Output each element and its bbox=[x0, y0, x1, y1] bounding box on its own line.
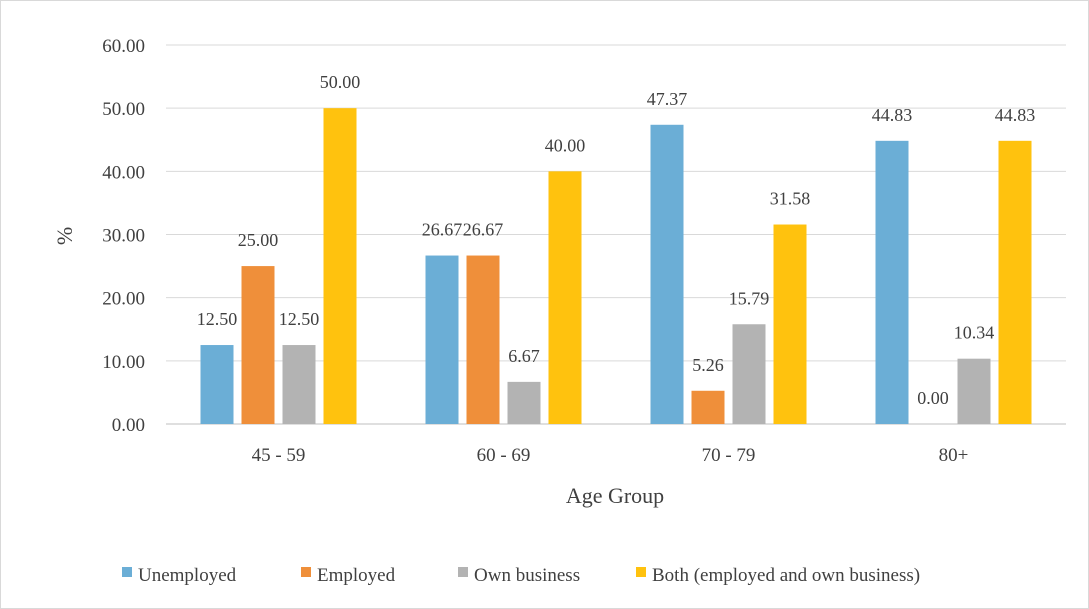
x-axis-title: Age Group bbox=[566, 483, 664, 508]
data-label: 0.00 bbox=[917, 388, 949, 408]
data-label: 15.79 bbox=[729, 288, 770, 308]
y-tick-label: 10.00 bbox=[102, 352, 145, 373]
bar bbox=[773, 224, 807, 424]
gridlines bbox=[166, 44, 1066, 425]
x-tick-label: 70 - 79 bbox=[702, 445, 756, 466]
bar bbox=[323, 108, 357, 425]
data-label: 40.00 bbox=[545, 135, 586, 155]
y-tick-label: 60.00 bbox=[102, 36, 145, 57]
data-label: 31.58 bbox=[770, 189, 811, 209]
data-label: 26.67 bbox=[463, 220, 504, 240]
legend-label: Unemployed bbox=[138, 565, 237, 586]
legend-label: Own business bbox=[474, 565, 580, 586]
data-label: 44.83 bbox=[995, 105, 1036, 125]
y-tick-label: 40.00 bbox=[102, 162, 145, 183]
y-axis-title: % bbox=[52, 227, 77, 245]
bar bbox=[732, 324, 766, 424]
y-tick-label: 30.00 bbox=[102, 226, 145, 247]
data-label: 50.00 bbox=[320, 72, 361, 92]
bar bbox=[691, 390, 725, 424]
legend-swatch bbox=[122, 567, 132, 577]
data-label: 47.37 bbox=[647, 89, 688, 109]
bar bbox=[957, 358, 991, 424]
legend-label: Employed bbox=[317, 565, 396, 586]
legend-swatch bbox=[636, 567, 646, 577]
legend-swatch bbox=[301, 567, 311, 577]
legend-label: Both (employed and own business) bbox=[652, 565, 920, 586]
y-tick-label: 0.00 bbox=[112, 415, 145, 436]
y-axis-ticks: 0.00 10.00 20.00 30.00 40.00 50.00 60.00 bbox=[102, 36, 145, 436]
data-label: 6.67 bbox=[508, 346, 540, 366]
data-label: 26.67 bbox=[422, 220, 463, 240]
bar bbox=[875, 140, 909, 424]
data-labels: 12.50 25.00 12.50 50.00 26.67 26.67 6.67 40.00 4… bbox=[197, 72, 1036, 408]
bar bbox=[548, 171, 582, 424]
x-axis-ticks: 45 - 59 60 - 69 70 - 79 80+ bbox=[252, 445, 969, 466]
bar bbox=[998, 140, 1032, 424]
bar bbox=[425, 255, 459, 424]
y-tick-label: 20.00 bbox=[102, 289, 145, 310]
bar bbox=[241, 266, 275, 424]
data-label: 25.00 bbox=[238, 230, 279, 250]
bar bbox=[200, 345, 234, 424]
y-tick-label: 50.00 bbox=[102, 99, 145, 120]
bar bbox=[466, 255, 500, 424]
x-tick-label: 60 - 69 bbox=[477, 445, 531, 466]
bar bbox=[282, 345, 316, 424]
data-label: 12.50 bbox=[279, 309, 320, 329]
data-label: 44.83 bbox=[872, 105, 913, 125]
data-label: 5.26 bbox=[692, 355, 724, 375]
bars bbox=[200, 108, 1032, 425]
x-tick-label: 80+ bbox=[939, 445, 969, 466]
bar bbox=[650, 124, 684, 424]
x-tick-label: 45 - 59 bbox=[252, 445, 306, 466]
bar bbox=[507, 381, 541, 424]
data-label: 12.50 bbox=[197, 309, 238, 329]
data-label: 10.34 bbox=[954, 323, 995, 343]
legend-swatch bbox=[458, 567, 468, 577]
legend: Unemployed Employed Own business Both (empl… bbox=[122, 565, 920, 586]
